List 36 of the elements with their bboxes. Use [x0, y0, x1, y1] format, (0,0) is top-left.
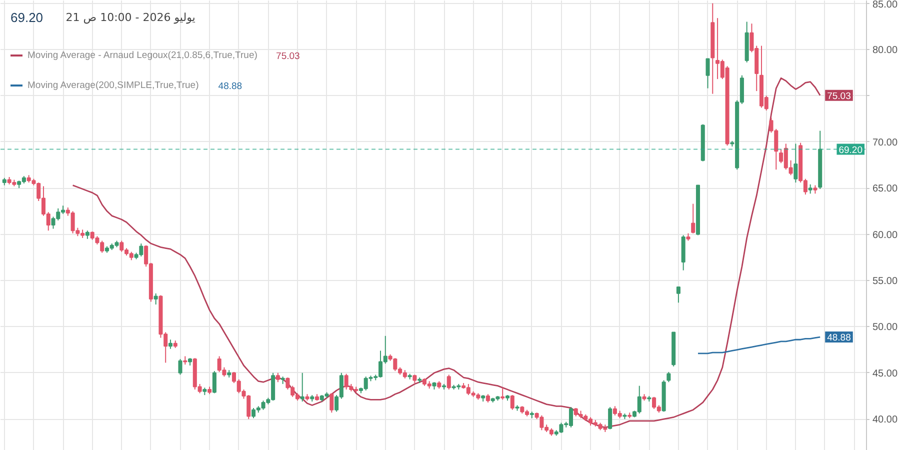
- y-tick-label: 55.00: [872, 276, 898, 287]
- y-tick-label: 65.00: [872, 184, 898, 195]
- text: 21 يوليو 2026 - 10:00 ص: [66, 11, 196, 24]
- data-label: 48.88: [827, 332, 851, 344]
- candlestick: [330, 392, 334, 414]
- candlestick: [212, 370, 216, 394]
- candlestick: [706, 58, 710, 89]
- text: 75.03: [276, 51, 300, 62]
- legend-label: Moving Average(200,SIMPLE,True,True): [28, 80, 199, 91]
- candlestick: [500, 387, 505, 400]
- candlestick: [446, 374, 451, 390]
- candlestick: [608, 406, 612, 430]
- y-tick-label: 70.00: [872, 137, 898, 148]
- data-label: 75.03: [827, 90, 851, 102]
- candlestick: [808, 184, 812, 194]
- legend-label: Moving Average - Arnaud Legoux(21,0.85,6,True,True): [28, 50, 258, 61]
- candlestick: [276, 372, 280, 383]
- y-tick-label: 80.00: [872, 44, 898, 56]
- candlestick: [510, 394, 514, 410]
- text: 48.88: [218, 81, 242, 92]
- line-series: [697, 336, 821, 354]
- candlestick: [794, 143, 798, 184]
- candlestick: [676, 286, 680, 304]
- candlestick: [168, 339, 172, 350]
- y-tick-label: 45.00: [872, 368, 898, 380]
- y-tick-label: 40.00: [872, 414, 898, 426]
- candlestick: [154, 292, 158, 306]
- y-tick-label: 85.00: [872, 0, 898, 10]
- candlestick: [666, 371, 671, 383]
- ref-line-label: 69.20: [838, 144, 863, 156]
- y-tick-label: 50.00: [872, 322, 898, 334]
- candlestick: [178, 358, 182, 376]
- text: 69.20: [10, 10, 44, 25]
- candlestick: [691, 203, 696, 234]
- candlestick: [300, 372, 304, 402]
- y-tick-label: 60.00: [872, 230, 898, 241]
